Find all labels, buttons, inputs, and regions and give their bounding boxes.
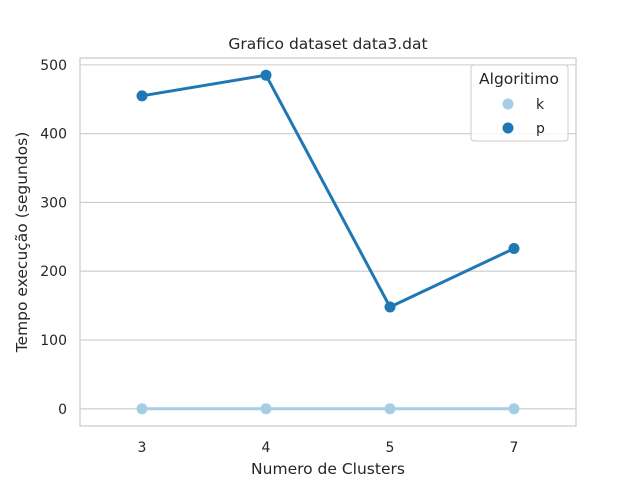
- x-tick-label: 7: [510, 440, 519, 456]
- x-tick-label: 4: [262, 440, 271, 456]
- x-tick-labels: 3 4 5 7: [138, 440, 519, 456]
- y-tick-label: 400: [40, 127, 67, 143]
- data-point-k: [136, 403, 148, 415]
- legend-marker-p: [502, 122, 514, 134]
- legend-label-p: p: [536, 121, 545, 137]
- data-point-k: [384, 403, 396, 415]
- y-tick-label: 0: [58, 402, 67, 418]
- legend-box: [470, 64, 569, 142]
- series-group: [136, 69, 520, 415]
- data-point-p: [508, 243, 520, 255]
- legend: Algoritimo kp: [470, 64, 569, 142]
- y-tick-label: 100: [40, 333, 67, 349]
- data-point-k: [508, 403, 520, 415]
- data-point-p: [136, 90, 148, 102]
- series-line-p: [140, 73, 516, 309]
- x-tick-label: 5: [386, 440, 395, 456]
- x-axis-title: Numero de Clusters: [251, 460, 405, 478]
- y-tick-label: 200: [40, 264, 67, 280]
- data-point-k: [260, 403, 272, 415]
- y-axis-title: Tempo execução (segundos): [13, 132, 31, 354]
- chart-title: Grafico dataset data3.dat: [228, 35, 427, 53]
- y-tick-label: 500: [40, 58, 67, 74]
- data-point-p: [260, 69, 272, 81]
- y-tick-labels: 0 100 200 300 400 500: [40, 58, 67, 418]
- plot-frame: [79, 57, 577, 427]
- x-tick-label: 3: [138, 440, 147, 456]
- y-tick-label: 300: [40, 195, 67, 211]
- legend-title: Algoritimo: [479, 70, 559, 88]
- data-point-p: [384, 301, 396, 313]
- legend-label-k: k: [536, 97, 545, 113]
- legend-marker-k: [502, 98, 514, 110]
